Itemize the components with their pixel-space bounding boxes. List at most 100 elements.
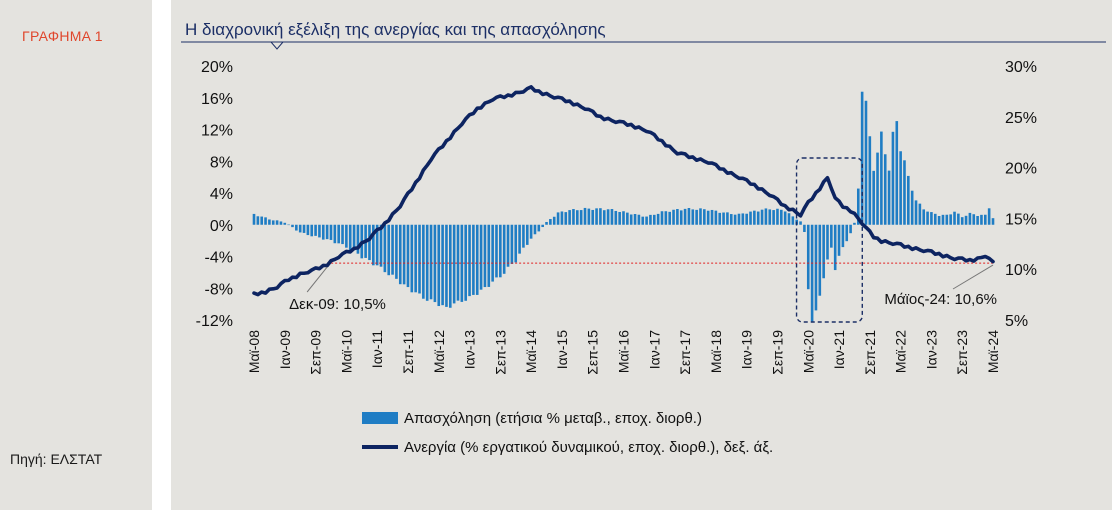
employment-bar <box>522 224 525 248</box>
employment-bar <box>391 224 394 275</box>
employment-bar <box>552 216 556 225</box>
x-axis-tick-label: Σεπ-15 <box>585 330 601 375</box>
employment-bar <box>460 224 464 302</box>
employment-bar <box>764 208 768 225</box>
employment-bar <box>710 209 714 225</box>
employment-bar <box>783 211 787 225</box>
employment-bar <box>945 214 949 225</box>
employment-bar <box>853 222 856 225</box>
employment-bar <box>876 152 879 225</box>
employment-bar <box>464 224 467 301</box>
employment-bar <box>352 224 356 251</box>
employment-bar <box>341 224 344 245</box>
employment-bar <box>602 210 606 225</box>
x-axis-tick-label: Μαϊ-22 <box>893 330 909 373</box>
employment-bar <box>264 217 267 225</box>
chart-title: Η διαχρονική εξέλιξη της ανεργίας και τη… <box>185 20 606 39</box>
employment-bar <box>957 213 960 225</box>
employment-bar <box>595 208 598 225</box>
graph-label: ΓΡΑΦΗΜΑ 1 <box>22 28 103 44</box>
employment-bar <box>760 209 764 225</box>
employment-bar <box>737 213 741 225</box>
employment-bar <box>991 218 995 225</box>
employment-bar <box>372 224 375 266</box>
employment-bar <box>918 203 922 225</box>
employment-bar <box>645 216 648 225</box>
employment-bar <box>368 224 371 261</box>
employment-bar <box>318 224 321 238</box>
employment-bar <box>591 209 595 225</box>
employment-bar <box>984 214 987 225</box>
employment-bar <box>922 209 926 225</box>
employment-bar <box>599 208 602 225</box>
employment-bar <box>614 210 618 225</box>
employment-bar <box>475 224 479 295</box>
employment-bar <box>753 210 756 225</box>
employment-bar <box>398 224 402 285</box>
employment-bar <box>468 224 471 297</box>
employment-bar <box>976 216 979 225</box>
employment-bar <box>679 210 683 225</box>
employment-bar <box>256 216 260 225</box>
x-axis-tick-label: Ιαν-23 <box>923 330 939 369</box>
employment-bar <box>903 160 906 225</box>
employment-bar <box>487 224 491 287</box>
employment-bar <box>452 224 456 304</box>
employment-bar <box>806 224 810 290</box>
annotations: Δεκ-09: 10,5% Μάϊος-24: 10,6% <box>289 264 997 313</box>
employment-bar <box>837 224 841 256</box>
annotation-leader-dec09 <box>306 266 328 293</box>
employment-bar <box>321 224 325 240</box>
employment-bar <box>933 213 937 225</box>
employment-bar <box>891 131 895 225</box>
x-axis-tick-label: Μαϊ-14 <box>523 330 539 373</box>
unemployment-line <box>252 85 995 297</box>
employment-bars <box>252 91 995 322</box>
employment-bar <box>749 211 752 225</box>
employment-bar <box>772 210 775 225</box>
annotation-leader-may24 <box>952 264 994 290</box>
x-axis-tick-label: Μαϊ-24 <box>985 330 1001 373</box>
employment-bar <box>472 224 475 295</box>
chart-svg: Η διαχρονική εξέλιξη της ανεργίας και τη… <box>181 20 1106 456</box>
employment-bar <box>441 224 444 306</box>
annotation-dec09: Δεκ-09: 10,5% <box>289 296 386 313</box>
employment-bar <box>776 208 779 225</box>
x-axis-tick-label: Ιαν-11 <box>369 330 385 368</box>
employment-bar <box>714 210 718 225</box>
employment-bar <box>618 211 621 225</box>
employment-bar <box>980 214 983 225</box>
employment-bar <box>699 208 702 225</box>
employment-bar <box>310 224 314 237</box>
legend-swatch-employment <box>362 412 398 424</box>
employment-bar <box>864 100 868 225</box>
employment-bar <box>741 213 745 225</box>
employment-bar <box>668 211 671 225</box>
employment-bar <box>895 121 899 225</box>
employment-bar <box>926 211 929 225</box>
employment-bar <box>456 224 460 301</box>
employment-bar <box>433 224 437 303</box>
right-axis-tick-label: 25% <box>1005 110 1037 127</box>
employment-bar <box>822 224 825 279</box>
employment-bar <box>291 224 294 228</box>
annotation-may24: Μάϊος-24: 10,6% <box>884 291 997 308</box>
left-axis-tick-label: 8% <box>210 154 233 171</box>
employment-bar <box>810 224 814 322</box>
source-label: Πηγή: ΕΛΣΤΑΤ <box>10 451 103 467</box>
x-axis-tick-label: Σεπ-11 <box>400 330 416 374</box>
left-axis-tick-label: 20% <box>201 59 233 76</box>
employment-bar <box>418 224 421 294</box>
employment-bar <box>818 224 822 296</box>
employment-bar <box>849 224 852 234</box>
employment-bar <box>791 216 795 225</box>
employment-bar <box>706 210 710 225</box>
employment-bar <box>295 224 298 231</box>
left-axis-tick-label: -4% <box>205 250 233 267</box>
left-axis-tick-label: -12% <box>196 313 233 330</box>
right-axis-tick-label: 5% <box>1005 313 1028 330</box>
employment-bar <box>314 224 317 236</box>
x-axis-tick-label: Σεπ-21 <box>862 330 878 375</box>
left-axis-tick-label: -8% <box>205 281 233 298</box>
x-axis: Μαϊ-08 Ιαν-09 Σεπ-09 Μαϊ-10 Ιαν-11 Σεπ-11 Μαϊ-… <box>246 330 1001 375</box>
